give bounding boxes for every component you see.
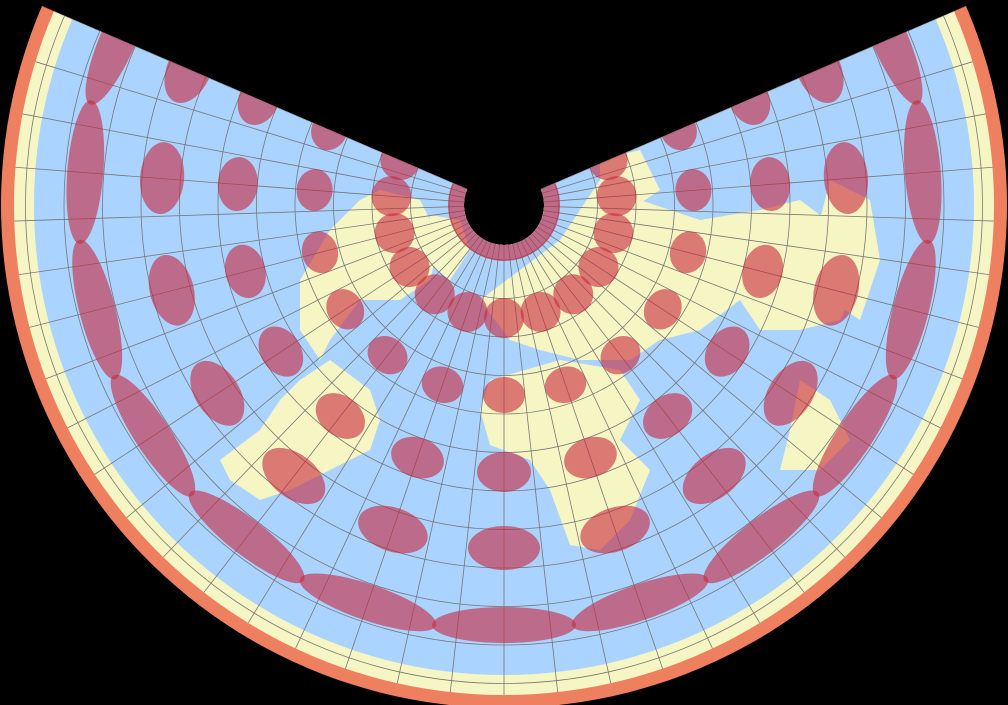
land (480, 360, 650, 550)
tissot-indicatrix (217, 157, 258, 212)
tissot-indicatrix (389, 247, 430, 288)
tissot-indicatrix (885, 239, 936, 380)
land (480, 180, 860, 360)
tissot-indicatrix (374, 213, 415, 254)
tissot-indicatrix (580, 505, 650, 554)
tissot-indicatrix (553, 274, 594, 315)
tissot-indicatrix (682, 447, 746, 505)
tissot-indicatrix (903, 100, 942, 244)
tissot-indicatrix (296, 169, 333, 212)
tissot-indicatrix (432, 607, 576, 643)
tissot-indicatrix (675, 169, 712, 212)
tissot-indicatrix (299, 573, 437, 632)
tissot-indicatrix (564, 436, 617, 479)
tissot-indicatrix (544, 366, 587, 404)
tissot-indicatrix (763, 360, 818, 426)
tissot-indicatrix (421, 366, 464, 404)
tissot-indicatrix (148, 255, 195, 326)
tissot-indicatrix (593, 213, 634, 254)
tissot-indicatrix (190, 360, 245, 426)
tissot-indicatrix (571, 573, 709, 632)
tissot-indicatrix (224, 244, 266, 299)
tissot-indicatrix (643, 393, 693, 439)
tissot-indicatrix (262, 447, 326, 505)
tissot-indicatrix (110, 374, 196, 497)
tissot-indicatrix (315, 393, 365, 439)
tissot-indicatrix (358, 505, 428, 554)
tissot-indicatrix (391, 436, 444, 479)
tissot-indicatrix (447, 291, 488, 332)
tissot-indicatrix (477, 452, 531, 492)
pole-indicatrix (447, 182, 560, 262)
tissot-indicatrix (483, 377, 525, 413)
tissot-indicatrix (600, 335, 641, 375)
tissot-indicatrix (468, 526, 540, 570)
tissot-indicatrix (520, 291, 561, 332)
tissot-indicatrix (414, 274, 455, 315)
tissot-indicatrix (66, 100, 105, 244)
tissot-indicatrix (72, 239, 123, 380)
tissot-indicatrix (367, 335, 408, 375)
tissot-indicatrix (371, 176, 412, 217)
tissot-indicatrix (703, 490, 820, 584)
tissot-indicatrix (750, 157, 791, 212)
tissot-indicatrix (742, 244, 784, 299)
tissot-indicatrix (669, 231, 707, 274)
tissot-indicatrix (704, 326, 750, 377)
tissot-indicatrix (813, 255, 860, 326)
tissot-indicatrix (812, 374, 898, 497)
tissot-indicatrix (326, 289, 365, 330)
tissot-indicatrix (596, 176, 637, 217)
tissot-indicatrix (823, 142, 869, 215)
tissot-indicatrix (188, 490, 305, 584)
tissot-indicatrix (643, 289, 682, 330)
tissot-indicatrix (139, 142, 185, 215)
tissot-indicatrix (258, 326, 304, 377)
tissot-indicatrix (578, 247, 619, 288)
map-content (14, 11, 994, 695)
tissot-indicatrix (301, 231, 339, 274)
tissot-indicatrix (484, 298, 524, 338)
